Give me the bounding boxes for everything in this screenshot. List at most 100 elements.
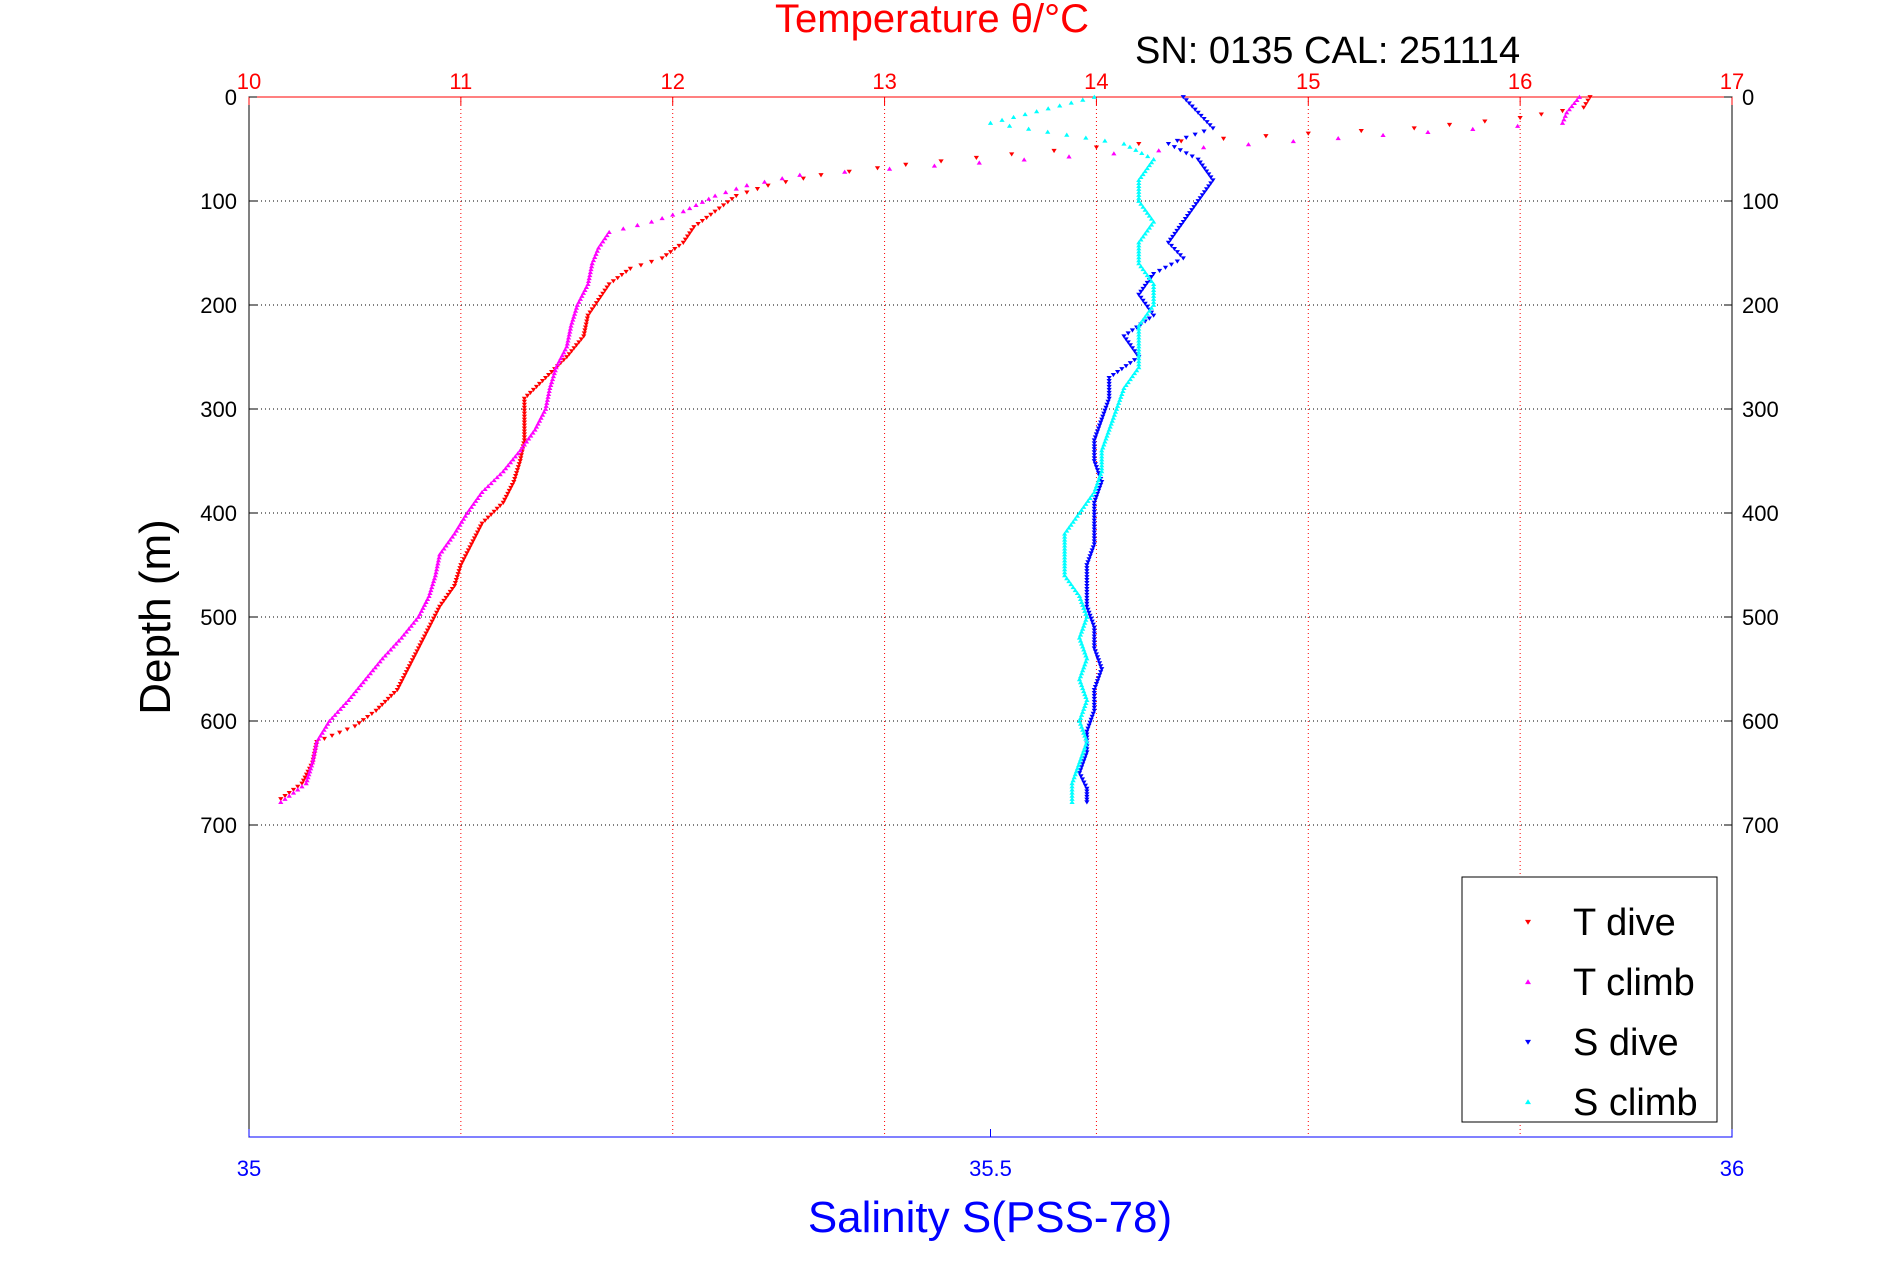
- data-point: [1109, 418, 1115, 423]
- data-point: [556, 359, 562, 364]
- data-point: [648, 219, 655, 224]
- data-point: [1138, 264, 1144, 269]
- data-point: [1151, 271, 1157, 277]
- data-point: [1136, 177, 1142, 183]
- data-point: [593, 251, 599, 256]
- data-point: [1136, 362, 1142, 367]
- data-point: [528, 433, 534, 438]
- data-point: [1083, 653, 1089, 658]
- data-point: [1090, 622, 1096, 627]
- data-point: [1010, 114, 1017, 120]
- data-point: [1084, 697, 1090, 703]
- data-point: [300, 778, 307, 783]
- data-point: [1078, 641, 1085, 646]
- data-point: [1139, 150, 1145, 155]
- legend-label: S dive: [1573, 1022, 1679, 1064]
- data-point: [310, 757, 316, 762]
- data-point: [1074, 513, 1080, 518]
- data-point: [447, 589, 453, 595]
- data-point: [443, 543, 449, 548]
- data-point: [1077, 632, 1084, 637]
- data-point: [429, 619, 435, 624]
- data-point: [1165, 240, 1172, 245]
- data-point: [550, 373, 557, 379]
- data-point: [1085, 498, 1091, 503]
- data-point: [1086, 723, 1092, 728]
- data-point: [1068, 581, 1074, 587]
- data-point: [1083, 700, 1089, 705]
- data-point: [1091, 530, 1097, 535]
- data-point: [1148, 222, 1155, 227]
- data-point: [567, 326, 574, 331]
- data-point: [579, 293, 585, 298]
- data-point: [573, 343, 580, 348]
- data-point: [1148, 274, 1155, 280]
- data-point: [842, 169, 848, 174]
- data-point: [367, 671, 373, 676]
- data-point: [1092, 685, 1098, 690]
- data-point: [521, 423, 528, 428]
- data-point: [1062, 555, 1068, 560]
- data-point: [1195, 157, 1201, 162]
- data-point: [549, 370, 555, 375]
- data-point: [306, 772, 312, 777]
- data-point: [312, 748, 318, 753]
- data-point: [695, 222, 701, 227]
- data-point: [308, 766, 314, 771]
- data-point: [1136, 356, 1142, 361]
- data-point: [1071, 775, 1077, 780]
- data-point: [1585, 98, 1591, 103]
- data-point: [1099, 463, 1105, 468]
- top-tick-label: 14: [1084, 69, 1108, 94]
- data-point: [1083, 617, 1089, 622]
- data-point: [1072, 516, 1078, 521]
- data-point: [564, 355, 570, 360]
- data-point: [1174, 138, 1180, 144]
- data-point: [1097, 475, 1103, 480]
- data-point: [1093, 483, 1100, 489]
- data-point: [1566, 107, 1572, 112]
- data-point: [517, 448, 523, 453]
- data-point: [1091, 690, 1097, 696]
- data-point: [1076, 760, 1083, 765]
- data-point: [344, 727, 350, 732]
- data-point: [1199, 163, 1205, 168]
- data-point: [466, 507, 472, 512]
- data-point: [1138, 289, 1144, 294]
- data-point: [394, 687, 400, 693]
- data-point: [585, 313, 591, 318]
- data-point: [476, 527, 482, 532]
- data-point: [375, 662, 381, 667]
- data-point: [424, 628, 431, 633]
- data-point: [1069, 799, 1075, 804]
- data-point: [572, 311, 578, 316]
- data-point: [376, 705, 382, 710]
- data-point: [1174, 228, 1180, 234]
- data-point: [1098, 670, 1104, 675]
- data-point: [1089, 492, 1095, 497]
- data-point: [1189, 104, 1195, 109]
- data-point: [1088, 717, 1094, 722]
- data-point: [530, 387, 537, 393]
- data-point: [1091, 646, 1097, 651]
- data-point: [1082, 620, 1088, 625]
- data-point: [447, 537, 453, 542]
- data-point: [513, 471, 520, 476]
- data-point: [1156, 148, 1162, 153]
- data-point: [521, 414, 528, 419]
- data-point: [462, 554, 468, 559]
- top-tick-label: 11: [449, 69, 472, 94]
- data-point: [558, 356, 564, 361]
- data-point: [413, 617, 419, 622]
- data-point: [1093, 682, 1100, 687]
- data-point: [1091, 542, 1097, 547]
- data-point: [451, 531, 458, 536]
- data-point: [518, 456, 524, 461]
- data-point: [1208, 175, 1214, 180]
- data-point: [1080, 644, 1086, 649]
- data-point: [521, 432, 528, 437]
- data-point: [716, 206, 722, 211]
- data-point: [437, 552, 443, 557]
- data-point: [1151, 293, 1157, 298]
- data-point: [321, 736, 328, 742]
